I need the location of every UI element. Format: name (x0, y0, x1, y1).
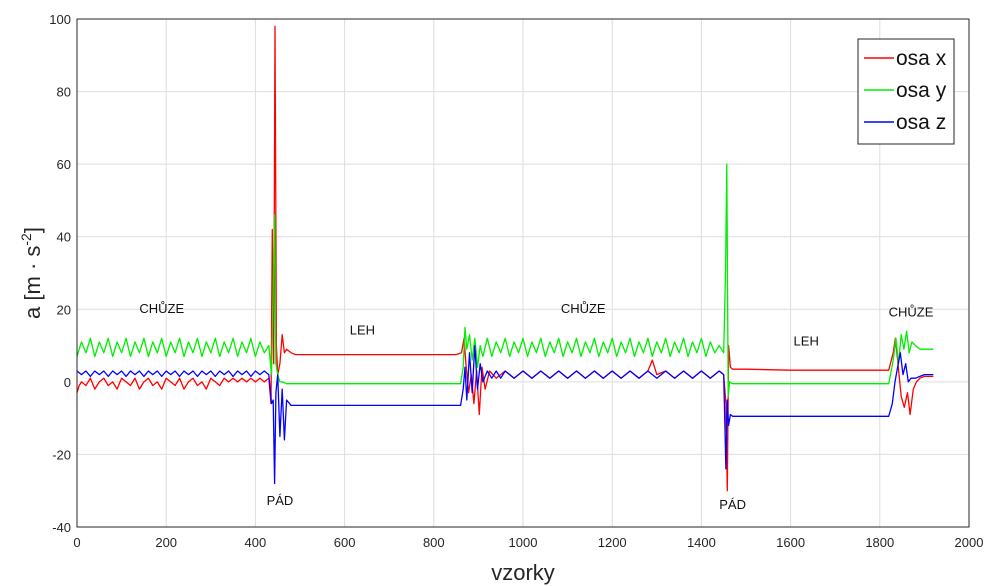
annotation-label: CHŮZE (139, 301, 184, 316)
x-axis-label: vzorky (491, 560, 555, 585)
x-tick-label: 200 (155, 535, 177, 550)
annotation-label: CHŮZE (889, 305, 934, 320)
legend-box (857, 38, 955, 145)
y-tick-label: 40 (57, 230, 71, 245)
annotation-label: PÁD (267, 493, 294, 508)
y-tick-label: 20 (57, 302, 71, 317)
y-tick-label: -40 (52, 520, 71, 535)
y-tick-label: 80 (57, 85, 71, 100)
tick-labels: 0 200 400 600 800 1000 1200 1400 1600 1800 2000-40… (49, 12, 983, 550)
y-tick-label: -20 (52, 447, 71, 462)
annotation-label: LEH (350, 323, 375, 338)
y-axis-label-base: a [m · s (20, 246, 45, 319)
x-tick-label: 2000 (955, 535, 984, 550)
x-tick-label: 1800 (865, 535, 894, 550)
legend-entry-label: osa z (896, 111, 946, 134)
x-tick-label: 1000 (509, 535, 538, 550)
x-tick-label: 600 (334, 535, 356, 550)
y-tick-label: 0 (64, 375, 71, 390)
x-tick-label: 1600 (776, 535, 805, 550)
y-tick-label: 100 (49, 12, 71, 27)
x-tick-label: 400 (245, 535, 267, 550)
y-axis-label-close: ] (20, 227, 45, 233)
y-tick-label: 60 (57, 157, 71, 172)
x-tick-label: 1400 (687, 535, 716, 550)
annotation-label: PÁD (719, 497, 746, 512)
x-tick-label: 800 (423, 535, 445, 550)
series-lines (76, 25, 934, 492)
legend: osa x osa y osa z (857, 38, 955, 145)
x-tick-label: 0 (73, 535, 80, 550)
annotation-label: LEH (794, 334, 819, 349)
y-axis-label: a [m · s-2] (18, 227, 45, 319)
plot-frame (76, 18, 970, 528)
legend-entry-label: osa x (896, 47, 947, 70)
series-line-1 (76, 25, 934, 492)
series-line-2 (76, 163, 934, 398)
legend-entry-label: osa y (896, 79, 947, 102)
annotations: CHŮZE LEH CHŮZE LEH CHŮZE PÁD PÁD (139, 301, 933, 512)
annotation-label: CHŮZE (561, 301, 606, 316)
y-axis-label-superscript: -2 (18, 233, 34, 246)
x-tick-label: 1200 (598, 535, 627, 550)
series-line-3 (76, 344, 934, 485)
